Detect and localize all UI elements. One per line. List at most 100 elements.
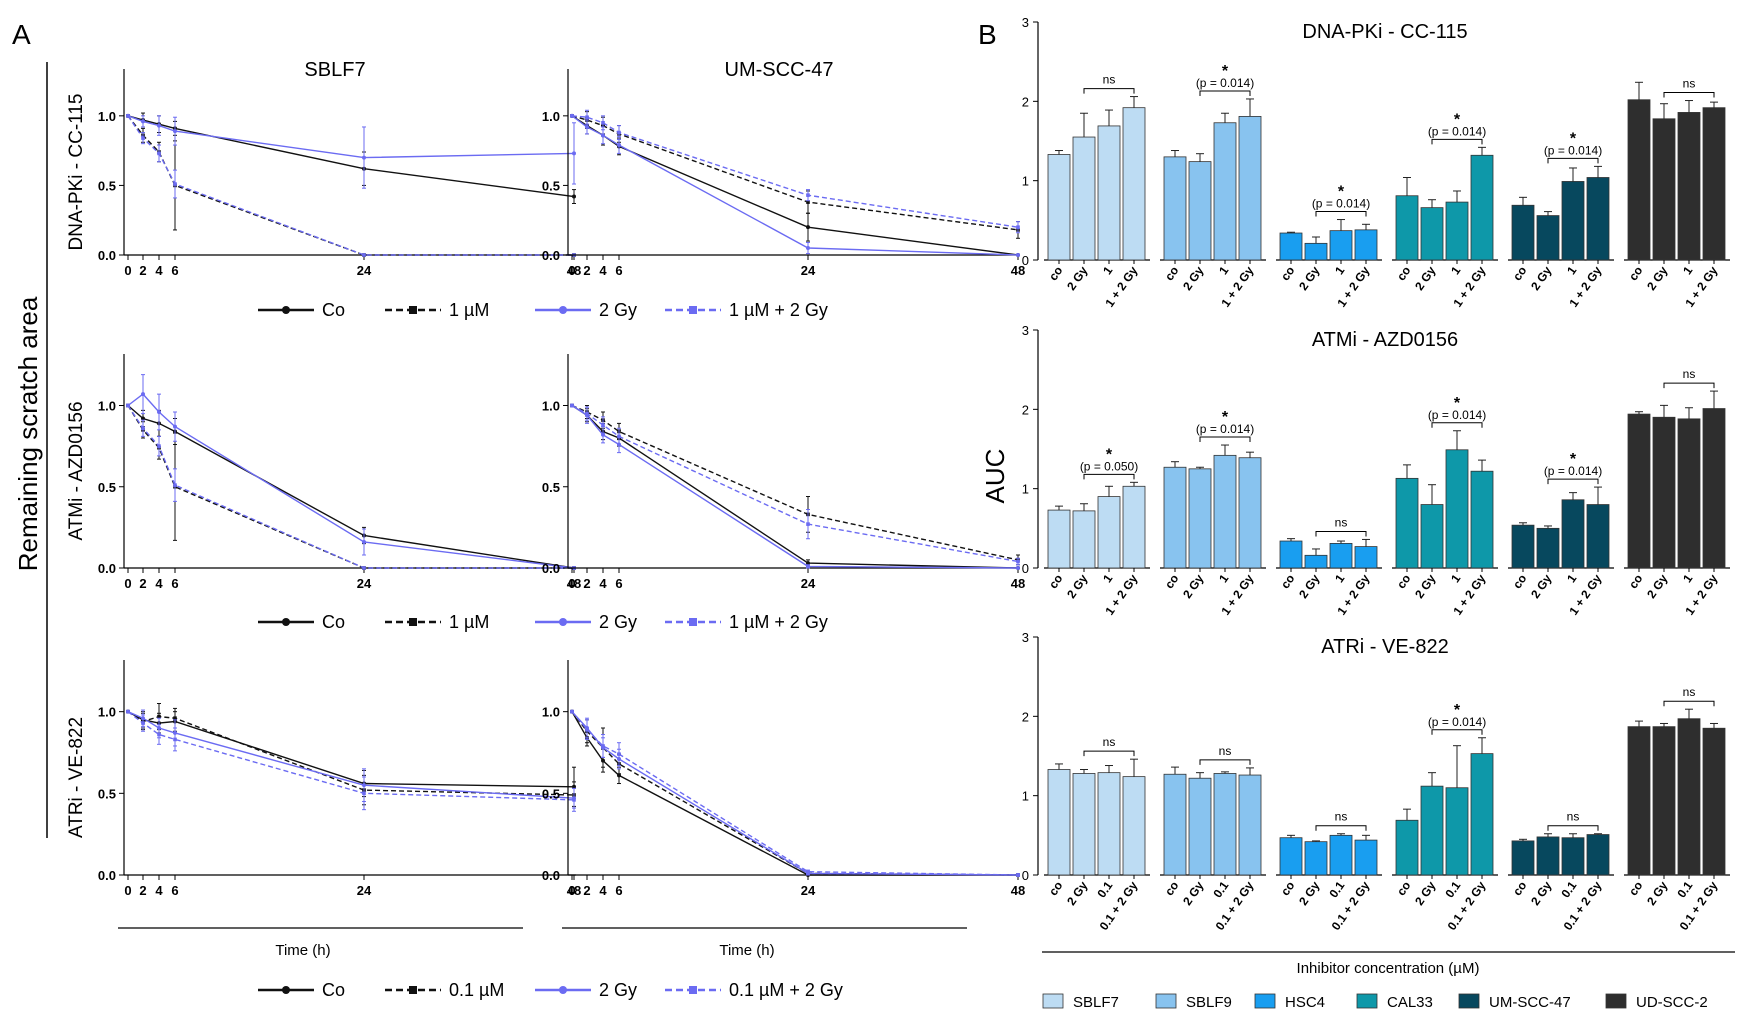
- data-point: [617, 434, 621, 439]
- x-tick-label: 48: [567, 883, 581, 898]
- bar: [1213, 454, 1237, 569]
- category-label: 2 Gy: [1296, 878, 1323, 908]
- bar: [1470, 470, 1494, 569]
- legend-marker: [559, 986, 567, 994]
- series-line-2: [127, 115, 575, 159]
- significance-ns: ns: [1335, 810, 1348, 824]
- series-line-3: [127, 405, 574, 569]
- y-tick-label: 0.5: [98, 786, 116, 801]
- significance-bracket: [1199, 90, 1251, 96]
- p-value: (p = 0.014): [1428, 124, 1486, 138]
- x-tick-label: 24: [357, 576, 372, 591]
- data-point: [157, 151, 161, 156]
- bar: [1122, 107, 1146, 261]
- y-tick-label: 0.5: [542, 786, 560, 801]
- series-line-0: [571, 115, 1019, 256]
- category-label: 0.1: [1674, 878, 1695, 900]
- category-label: 2 Gy: [1180, 571, 1207, 601]
- p-value: (p = 0.014): [1312, 197, 1370, 211]
- x-tick-label: 4: [155, 883, 163, 898]
- category-label: 1: [1100, 571, 1115, 585]
- category-label: 0.1: [1326, 878, 1347, 900]
- x-tick-label: 48: [1011, 576, 1025, 591]
- category-label: 1: [1564, 263, 1579, 277]
- significance-star: *: [1222, 409, 1229, 426]
- significance-star: *: [1338, 184, 1345, 201]
- y-tick-label: 1.0: [542, 705, 560, 720]
- data-point: [806, 200, 810, 204]
- x-tick-label: 0: [568, 263, 575, 278]
- column-title-um-scc-47: UM-SCC-47: [725, 59, 834, 81]
- x-tick-label: 48: [567, 263, 581, 278]
- category-label: co: [1046, 879, 1066, 899]
- bar: [1188, 777, 1212, 876]
- bar: [1702, 408, 1726, 569]
- category-label: co: [1510, 572, 1530, 592]
- bar: [1072, 136, 1096, 261]
- data-point: [1016, 253, 1020, 257]
- category-label: 0.1: [1442, 878, 1463, 900]
- data-point: [362, 253, 366, 257]
- y-tick-label: 2: [1022, 94, 1029, 109]
- x-tick-label: 0: [124, 883, 131, 898]
- y-tick-label: 0.0: [98, 868, 116, 883]
- bar: [1329, 543, 1353, 569]
- data-point: [572, 798, 576, 802]
- x-tick-label: 6: [171, 576, 178, 591]
- category-label: co: [1626, 572, 1646, 592]
- category-label: 2 Gy: [1528, 263, 1555, 293]
- series-line-2: [127, 393, 575, 569]
- category-label: co: [1394, 879, 1414, 899]
- series-line-1: [127, 405, 574, 569]
- line-chart-0-0: 0.00.51.00 2 4 6 24 48: [98, 69, 581, 278]
- data-point: [601, 423, 605, 427]
- significance-bracket: [1663, 382, 1715, 389]
- significance-bracket: [1083, 473, 1135, 480]
- x-tick-label: 4: [155, 576, 163, 591]
- data-point: [806, 246, 810, 251]
- legend-marker: [282, 986, 290, 994]
- y-tick-label: 1: [1022, 482, 1029, 497]
- bar: [1586, 504, 1610, 569]
- legend-marker: [689, 618, 697, 626]
- data-point: [173, 737, 177, 742]
- legend-marker: [689, 306, 697, 314]
- series-line-2: [127, 711, 575, 799]
- bar: [1163, 466, 1187, 569]
- data-point: [806, 564, 810, 569]
- y-tick-label: 0.5: [98, 178, 116, 193]
- time-axis-label-1: Time (h): [719, 942, 774, 959]
- data-point: [585, 727, 589, 732]
- data-point: [570, 403, 574, 408]
- bar: [1304, 841, 1328, 876]
- legend-swatch: [1155, 993, 1177, 1009]
- bar: [1511, 524, 1535, 569]
- legend-label: 1 µM + 2 Gy: [729, 300, 828, 320]
- bar: [1097, 125, 1121, 261]
- bar: [1470, 753, 1494, 876]
- significance-ns: ns: [1683, 367, 1696, 381]
- bar: [1279, 540, 1303, 569]
- category-label: 1: [1564, 571, 1579, 585]
- bar: [1677, 418, 1701, 569]
- x-tick-label: 24: [357, 883, 372, 898]
- data-point: [1016, 225, 1020, 229]
- series-line-3: [571, 115, 1019, 228]
- bar: [1586, 834, 1610, 876]
- category-label: 1: [1216, 263, 1231, 277]
- p-value: (p = 0.014): [1544, 143, 1602, 157]
- bar: [1238, 457, 1262, 569]
- x-tick-label: 4: [599, 576, 607, 591]
- significance-bracket: [1315, 825, 1367, 831]
- bar: [1279, 232, 1303, 261]
- data-point: [141, 119, 145, 124]
- column-title-sblf7: SBLF7: [304, 59, 365, 81]
- series-line-3: [571, 711, 1019, 876]
- data-point: [141, 136, 145, 140]
- category-label: 1: [1448, 263, 1463, 277]
- category-label: co: [1278, 572, 1298, 592]
- category-label: 0.1: [1094, 878, 1115, 900]
- line-chart-2-0: 0.00.51.00 2 4 6 24 48: [98, 660, 581, 898]
- x-tick-label: 48: [1011, 883, 1025, 898]
